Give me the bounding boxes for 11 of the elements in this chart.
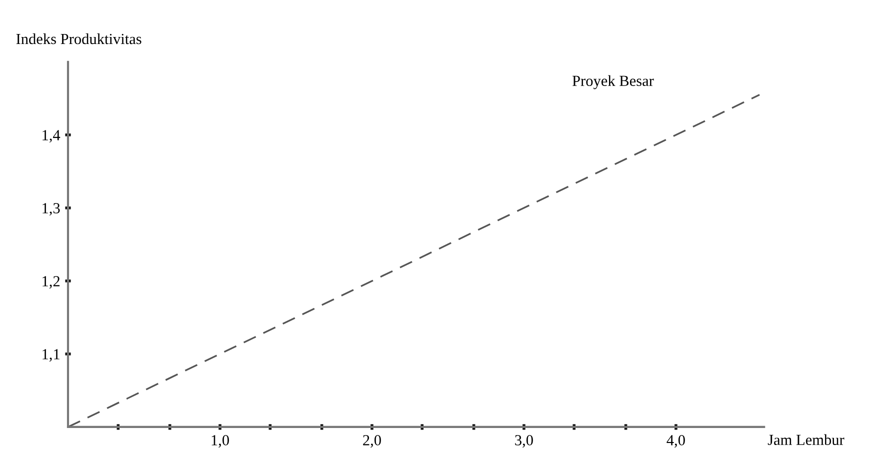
text: Proyek Besar — [572, 75, 654, 90]
y-tick-label: 1,4 — [42, 130, 60, 143]
x-tick-label: 1,0 — [212, 435, 229, 448]
x-tick-label: 2,0 — [363, 435, 381, 448]
y-tick-label: 1,2 — [42, 276, 60, 289]
y-tick-label: 1,1 — [42, 349, 60, 362]
y-axis-title: Indeks Produktivitas — [16, 33, 142, 44]
x-tick-label: 3,0 — [515, 435, 533, 448]
y-tick-label: 1,3 — [42, 203, 60, 216]
x-axis-title: Jam Lembur — [768, 434, 844, 446]
x-tick-label: 4,0 — [666, 435, 685, 448]
